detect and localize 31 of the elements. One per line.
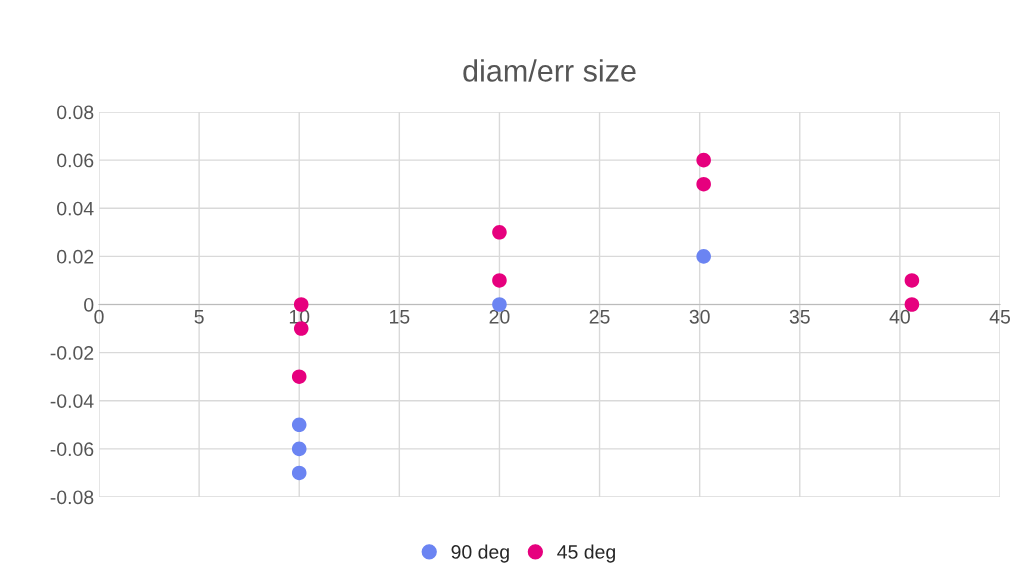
point — [696, 249, 711, 264]
point — [696, 176, 711, 192]
y-tick-label: -0.06 — [50, 442, 94, 457]
y-tick-label: 0.04 — [57, 201, 94, 216]
y-tick-label: -0.08 — [50, 490, 94, 505]
y-tick-label: -0.04 — [50, 394, 94, 408]
point — [492, 225, 507, 240]
chart-title: diam/err size — [463, 59, 636, 82]
x-tick-label: 5 — [194, 310, 204, 324]
x-tick-label: 45 — [989, 310, 1010, 324]
x-tick-label: 35 — [789, 309, 810, 324]
legend-label: 45 deg — [557, 544, 615, 563]
x-tick-label: 30 — [689, 309, 710, 324]
y-tick-label: -0.02 — [50, 346, 94, 360]
y-tick-label: 0.06 — [57, 153, 94, 168]
x-tick-label: 25 — [589, 309, 610, 324]
y-tick-label: 0 — [84, 297, 94, 312]
y-tick-label: 0.02 — [57, 249, 94, 264]
point — [904, 273, 920, 288]
point — [291, 465, 307, 481]
x-tick-label: 15 — [390, 310, 410, 324]
x-tick-label: 40 — [889, 309, 910, 324]
point — [291, 417, 307, 433]
point — [291, 441, 307, 457]
point — [291, 369, 307, 384]
legend-label: 90 deg — [451, 544, 509, 563]
x-tick-label: 0 — [94, 309, 104, 324]
point — [492, 273, 507, 288]
point — [696, 152, 711, 168]
y-tick-label: 0.08 — [57, 105, 94, 120]
x-tick-label: 20 — [489, 309, 510, 324]
